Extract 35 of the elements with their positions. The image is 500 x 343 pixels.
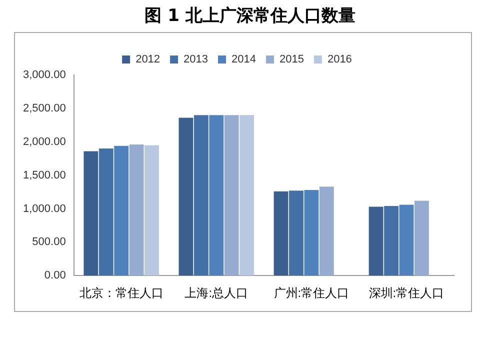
y-tick-label: 2,000.00 <box>22 136 66 148</box>
bar <box>304 190 319 276</box>
x-tick-label: 北京：常住人口 <box>79 286 164 300</box>
x-tick-label: 广州:常住人口 <box>274 286 350 300</box>
y-tick-label: 1,500.00 <box>22 169 66 182</box>
legend-label: 2015 <box>279 54 304 66</box>
bar <box>319 186 334 276</box>
legend-label: 2012 <box>136 54 160 66</box>
bar <box>178 118 194 276</box>
y-tick-label: 1,000.00 <box>22 202 66 215</box>
x-tick-label: 深圳:常住人口 <box>368 286 444 300</box>
bar <box>399 204 414 276</box>
legend-label: 2014 <box>232 54 256 66</box>
bar <box>114 146 129 276</box>
x-tick-label: 上海:总人口 <box>184 286 248 300</box>
bar <box>194 115 208 276</box>
y-tick-label: 2,500.00 <box>22 102 66 114</box>
y-tick-label: 500.00 <box>32 236 66 248</box>
bar <box>414 200 429 276</box>
bar <box>129 144 144 276</box>
y-tick-label: 0.00 <box>44 270 66 282</box>
chart-title: 图 1 北上广深常住人口数量 <box>144 5 356 27</box>
bar <box>209 115 224 276</box>
bar <box>144 145 159 276</box>
y-tick-label: 3,000.00 <box>22 69 66 82</box>
bar <box>98 148 114 276</box>
bar <box>384 206 398 276</box>
legend-label: 2013 <box>184 54 208 66</box>
bar <box>368 206 384 276</box>
bar <box>240 115 254 276</box>
bar <box>84 151 98 276</box>
legend-label: 2016 <box>327 54 352 66</box>
bar <box>289 190 304 276</box>
bar <box>224 115 239 276</box>
bar <box>274 191 288 276</box>
